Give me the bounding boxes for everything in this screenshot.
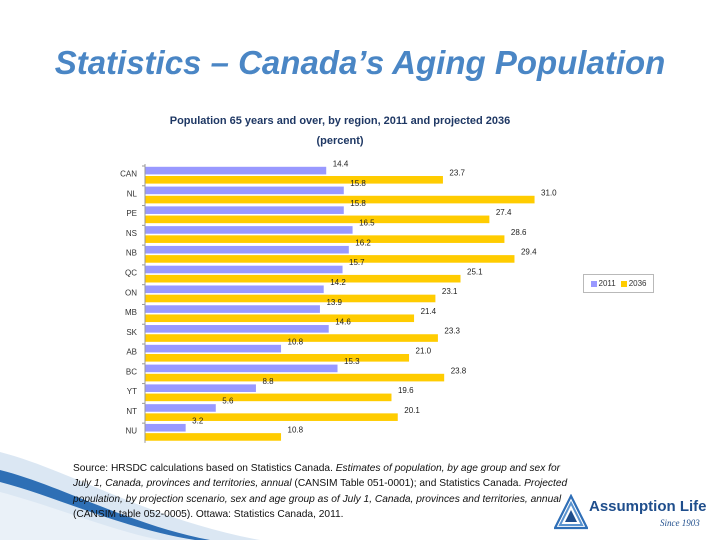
bar-2011-nl xyxy=(145,186,344,195)
data-label-2011-nb: 16.2 xyxy=(355,238,371,247)
source-citation: Source: HRSDC calculations based on Stat… xyxy=(73,461,573,522)
category-label-sk: SK xyxy=(126,328,137,337)
bar-2036-yt xyxy=(145,393,392,402)
data-label-2011-ab: 10.8 xyxy=(288,337,304,346)
legend-swatch-2036 xyxy=(620,280,627,287)
bar-2036-pe xyxy=(145,215,490,224)
category-label-on: ON xyxy=(125,288,137,297)
bar-2011-can xyxy=(145,166,327,175)
data-label-2036-ns: 28.6 xyxy=(511,228,527,237)
wave-pale xyxy=(0,492,160,540)
category-label-pe: PE xyxy=(126,209,137,218)
data-label-2036-mb: 21.4 xyxy=(421,307,437,316)
bar-2011-bc xyxy=(145,364,338,373)
bar-2036-mb xyxy=(145,314,415,323)
data-label-2011-nu: 3.2 xyxy=(192,416,204,425)
data-label-2011-pe: 15.8 xyxy=(350,199,366,208)
logo-name: Assumption Life xyxy=(589,498,707,515)
chart-title: Population 65 years and over, by region,… xyxy=(169,115,511,127)
source-part: Source: HRSDC calculations based on Stat… xyxy=(73,463,336,474)
legend-item-2036: 2036 xyxy=(620,279,647,288)
bar-2036-can xyxy=(145,176,443,184)
bar-2011-pe xyxy=(145,206,344,214)
triangle-logo-icon xyxy=(554,494,588,530)
category-label-qc: QC xyxy=(125,269,137,278)
legend-label-2011: 2011 xyxy=(598,279,616,288)
category-label-bc: BC xyxy=(126,367,137,376)
chart-legend: 2011 2036 xyxy=(583,274,654,293)
legend-swatch-2011 xyxy=(590,280,597,287)
bar-2036-ns xyxy=(145,235,505,243)
bar-2011-nb xyxy=(145,245,349,254)
bar-2011-sk xyxy=(145,325,329,333)
data-label-2011-mb: 13.9 xyxy=(326,298,342,307)
data-label-2036-bc: 23.8 xyxy=(451,366,467,375)
bar-2036-bc xyxy=(145,373,445,382)
data-label-2036-nb: 29.4 xyxy=(521,248,537,257)
bar-2011-yt xyxy=(145,384,256,392)
data-label-2036-pe: 27.4 xyxy=(496,208,512,217)
category-label-ab: AB xyxy=(126,348,137,357)
bar-chart: CAN 14.4 23.7 NL 15.8 31.0 PE 15.8 27.4 NS 16.5 28.… xyxy=(120,159,557,443)
source-part: (CANSIM table 052-0005). Ottawa: Statist… xyxy=(73,508,344,520)
data-label-2011-nl: 15.8 xyxy=(350,179,366,188)
footer-wave-decoration xyxy=(0,452,260,540)
bar-2011-on xyxy=(145,285,324,294)
data-label-2036-nt: 20.1 xyxy=(404,406,420,415)
data-label-2011-bc: 15.3 xyxy=(344,357,360,366)
bar-2036-sk xyxy=(145,334,438,342)
bar-2036-nb xyxy=(145,255,515,263)
legend-item-2011: 2011 xyxy=(590,279,616,288)
data-label-2036-nl: 31.0 xyxy=(541,188,557,197)
category-label-can: CAN xyxy=(120,170,137,179)
bar-2036-nl xyxy=(145,195,535,204)
data-label-2036-qc: 25.1 xyxy=(467,267,483,276)
bar-2036-on xyxy=(145,294,436,303)
data-label-2011-can: 14.4 xyxy=(333,159,349,168)
data-label-2011-nt: 5.6 xyxy=(222,397,234,406)
bar-2036-nt xyxy=(145,413,398,421)
source-part: (CANSIM Table 051-0001); and Statistics … xyxy=(291,478,525,490)
bar-2011-nu xyxy=(145,423,186,432)
bar-2011-nt xyxy=(145,404,216,412)
bar-2036-nu xyxy=(145,433,282,441)
category-label-ns: NS xyxy=(126,229,137,238)
chart-subtitle: (percent) xyxy=(316,135,364,147)
bar-2011-ab xyxy=(145,344,282,353)
logo-tagline: Since 1903 xyxy=(660,518,700,528)
data-label-2011-ns: 16.5 xyxy=(359,219,375,228)
data-label-2011-yt: 8.8 xyxy=(262,377,274,386)
data-label-2036-can: 23.7 xyxy=(449,169,465,178)
category-label-nu: NU xyxy=(125,427,137,436)
data-label-2036-on: 23.1 xyxy=(442,287,458,296)
source-part: Estimates of population, by age group an… xyxy=(73,463,561,490)
data-label-2011-sk: 14.6 xyxy=(335,318,351,327)
bar-2036-ab xyxy=(145,354,410,362)
wave-blue xyxy=(0,470,210,540)
data-label-2036-sk: 23.3 xyxy=(444,327,460,336)
source-part: Projected population, by projection scen… xyxy=(73,478,568,505)
company-logo: Assumption Life Since 1903 xyxy=(552,492,712,536)
data-label-2011-on: 14.2 xyxy=(330,278,346,287)
bar-2036-qc xyxy=(145,274,461,283)
category-label-yt: YT xyxy=(127,387,137,396)
data-label-2036-ab: 21.0 xyxy=(416,347,432,356)
bar-2011-mb xyxy=(145,305,320,313)
category-label-nb: NB xyxy=(126,249,137,258)
data-label-2036-nu: 10.8 xyxy=(288,426,304,435)
slide-title: Statistics – Canada’s Aging Population xyxy=(54,44,666,81)
category-label-nl: NL xyxy=(127,189,138,198)
data-label-2011-qc: 15.7 xyxy=(349,258,365,267)
bar-2011-qc xyxy=(145,265,343,274)
legend-label-2036: 2036 xyxy=(628,279,647,288)
category-label-mb: MB xyxy=(125,308,137,317)
data-label-2036-yt: 19.6 xyxy=(398,386,414,395)
bar-2011-ns xyxy=(145,226,353,234)
category-label-nt: NT xyxy=(126,407,137,416)
